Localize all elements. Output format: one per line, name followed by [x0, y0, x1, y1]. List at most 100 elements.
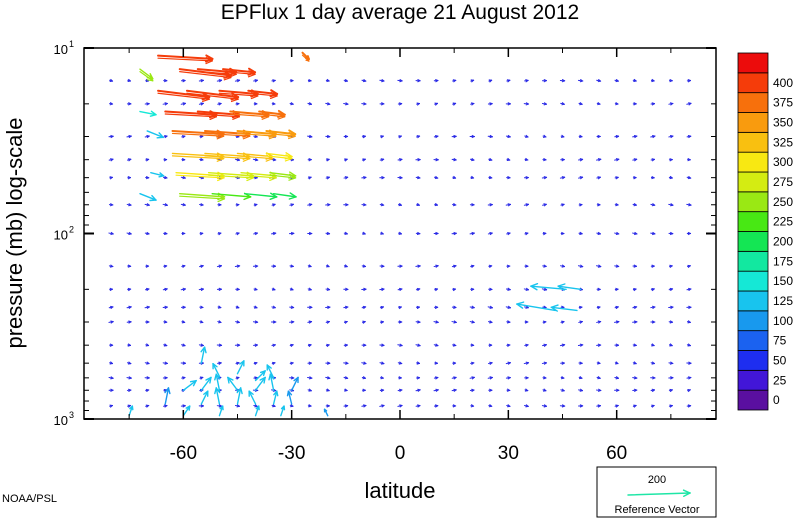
vector-arrow	[252, 264, 259, 268]
vector-arrow	[415, 320, 421, 324]
vector-arrow	[452, 343, 457, 347]
vector-arrow	[307, 343, 312, 347]
vector-arrow	[379, 343, 385, 347]
vector-arrow	[198, 404, 204, 408]
colorbar-label: 50	[773, 353, 787, 367]
vector-arrow	[488, 388, 493, 392]
vector-arrow	[126, 203, 132, 207]
colorbar-cell	[737, 72, 769, 94]
vector-arrow	[632, 376, 638, 380]
vector-arrow	[144, 361, 150, 365]
vector-arrow	[433, 320, 439, 324]
vector-arrow	[469, 203, 475, 207]
vector-arrow	[216, 287, 222, 291]
vector-arrow	[397, 404, 403, 408]
vector-arrow	[109, 78, 114, 83]
vector-arrow	[578, 376, 583, 380]
vector-arrow	[289, 404, 294, 408]
vector-arrow	[416, 102, 420, 106]
vector-arrow	[212, 362, 221, 378]
vector-arrow	[415, 231, 421, 236]
vector-arrow	[163, 264, 168, 268]
vector-arrow	[217, 203, 222, 207]
vector-arrow	[470, 264, 475, 268]
vector-arrow	[523, 305, 529, 309]
vector-arrow	[505, 361, 511, 365]
vector-arrow	[452, 175, 457, 179]
vector-field	[108, 51, 692, 417]
axis-ticks	[84, 47, 716, 420]
vector-arrow	[235, 102, 240, 106]
vector-arrow	[650, 203, 656, 207]
vector-arrow	[668, 320, 674, 324]
vector-arrow	[560, 134, 565, 138]
vector-arrow	[614, 404, 619, 408]
vector-arrow	[379, 264, 385, 268]
vector-arrow	[614, 320, 620, 324]
vector-arrow	[198, 343, 204, 347]
vector-arrow	[361, 158, 366, 162]
vector-arrow	[253, 232, 258, 236]
vector-arrow	[488, 287, 493, 291]
vector-arrow	[127, 78, 132, 82]
vector-arrow	[578, 203, 583, 207]
colorbar-cell	[737, 369, 769, 391]
vector-arrow	[434, 102, 438, 106]
vector-arrow	[433, 388, 439, 392]
vector-arrow	[578, 361, 583, 365]
vector-arrow	[578, 305, 583, 310]
vector-arrow	[560, 361, 565, 365]
vector-arrow	[163, 404, 168, 408]
vector-arrow	[234, 404, 240, 408]
vector-arrow	[397, 176, 403, 180]
vector-arrow	[379, 102, 385, 106]
y-tick-label: 10 2	[54, 225, 74, 243]
vector-arrow	[416, 361, 421, 365]
vector-arrow	[379, 158, 385, 162]
vector-arrow	[200, 390, 209, 405]
vector-arrow	[488, 79, 493, 83]
colorbar-cell	[737, 131, 769, 153]
vector-arrow	[181, 320, 186, 324]
vector-arrow	[487, 134, 493, 139]
vector-arrow	[343, 203, 349, 207]
vector-arrow	[650, 343, 655, 347]
x-axis-label: latitude	[365, 478, 436, 503]
vector-arrow	[271, 343, 276, 347]
vector-arrow	[145, 176, 150, 180]
vector-arrow	[650, 305, 656, 309]
vector-arrow	[280, 405, 286, 417]
vector-arrow	[325, 320, 330, 324]
vector-arrow	[227, 376, 239, 391]
vector-arrow	[632, 388, 638, 392]
vector-arrow	[686, 287, 692, 291]
vector-arrow	[252, 320, 259, 324]
colorbar-label: 100	[773, 314, 793, 328]
vector-arrow	[506, 232, 511, 236]
vector-arrow	[488, 157, 493, 162]
vector-arrow	[506, 404, 511, 408]
vector-arrow	[271, 361, 276, 365]
vector-arrow	[145, 158, 150, 162]
vector-arrow	[596, 361, 601, 365]
vector-arrow	[506, 157, 511, 161]
vector-arrow	[254, 370, 266, 382]
colorbar-cell	[737, 231, 769, 252]
vector-arrow	[199, 203, 204, 207]
vector-arrow	[397, 79, 403, 83]
vector-arrow	[343, 305, 349, 309]
vector-arrow	[668, 388, 673, 393]
vector-arrow	[109, 102, 114, 106]
vector-arrow	[163, 79, 168, 83]
vector-arrow	[361, 264, 367, 268]
vector-arrow	[595, 158, 602, 162]
vector-arrow	[286, 390, 293, 405]
colorbar-label: 25	[773, 373, 787, 387]
vector-arrow	[307, 361, 312, 365]
vector-arrow	[254, 376, 266, 391]
reference-arrow-mark	[627, 489, 691, 497]
vector-arrow	[325, 176, 330, 180]
vector-arrow	[163, 343, 168, 347]
vector-arrow	[271, 79, 276, 83]
vector-arrow	[632, 203, 637, 207]
